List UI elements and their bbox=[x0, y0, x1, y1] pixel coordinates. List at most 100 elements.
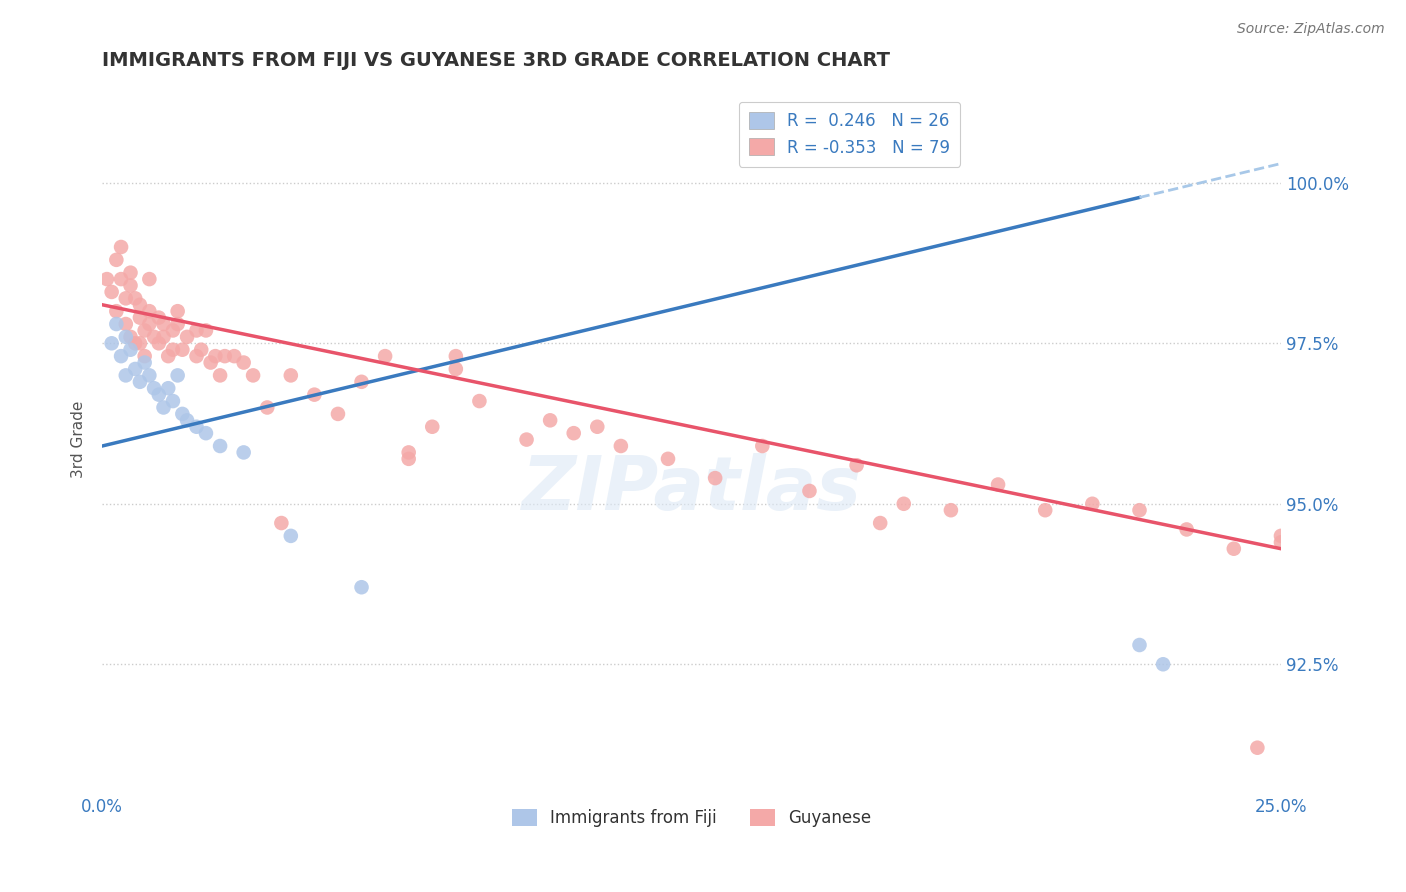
Point bbox=[138, 272, 160, 286]
Point bbox=[987, 477, 1010, 491]
Point bbox=[96, 272, 118, 286]
Point bbox=[1152, 657, 1174, 672]
Point bbox=[124, 362, 146, 376]
Point bbox=[869, 516, 891, 530]
Point bbox=[1081, 497, 1104, 511]
Point bbox=[194, 426, 217, 441]
Point bbox=[1175, 523, 1198, 537]
Point bbox=[799, 483, 821, 498]
Legend: Immigrants from Fiji, Guyanese: Immigrants from Fiji, Guyanese bbox=[505, 802, 879, 834]
Point bbox=[224, 349, 246, 363]
Point bbox=[129, 298, 152, 312]
Point bbox=[114, 368, 136, 383]
Point bbox=[143, 330, 166, 344]
Y-axis label: 3rd Grade: 3rd Grade bbox=[72, 401, 86, 478]
Point bbox=[129, 310, 152, 325]
Point bbox=[152, 317, 174, 331]
Point bbox=[134, 355, 156, 369]
Point bbox=[1270, 535, 1292, 549]
Point bbox=[444, 349, 467, 363]
Point bbox=[114, 317, 136, 331]
Point bbox=[124, 291, 146, 305]
Point bbox=[657, 451, 679, 466]
Point bbox=[704, 471, 727, 485]
Point bbox=[166, 317, 188, 331]
Point bbox=[610, 439, 633, 453]
Point bbox=[157, 349, 180, 363]
Point bbox=[134, 323, 156, 337]
Point bbox=[280, 529, 302, 543]
Point bbox=[157, 381, 180, 395]
Point bbox=[190, 343, 212, 357]
Point bbox=[214, 349, 236, 363]
Point bbox=[1270, 529, 1292, 543]
Point bbox=[232, 445, 254, 459]
Point bbox=[468, 394, 491, 409]
Point bbox=[186, 349, 208, 363]
Point bbox=[398, 451, 420, 466]
Point bbox=[152, 401, 174, 415]
Point bbox=[152, 330, 174, 344]
Point bbox=[350, 580, 373, 594]
Point bbox=[110, 240, 132, 254]
Point bbox=[114, 291, 136, 305]
Point bbox=[204, 349, 226, 363]
Point bbox=[444, 362, 467, 376]
Point bbox=[586, 419, 609, 434]
Point bbox=[200, 355, 222, 369]
Point bbox=[148, 310, 170, 325]
Point bbox=[114, 330, 136, 344]
Point bbox=[148, 387, 170, 401]
Point bbox=[124, 336, 146, 351]
Point bbox=[138, 317, 160, 331]
Point bbox=[134, 349, 156, 363]
Point bbox=[280, 368, 302, 383]
Point bbox=[304, 387, 326, 401]
Point bbox=[751, 439, 773, 453]
Point bbox=[138, 304, 160, 318]
Point bbox=[143, 381, 166, 395]
Text: IMMIGRANTS FROM FIJI VS GUYANESE 3RD GRADE CORRELATION CHART: IMMIGRANTS FROM FIJI VS GUYANESE 3RD GRA… bbox=[103, 51, 890, 70]
Point bbox=[242, 368, 264, 383]
Point bbox=[420, 419, 443, 434]
Point bbox=[232, 355, 254, 369]
Point bbox=[562, 426, 585, 441]
Point bbox=[120, 278, 142, 293]
Point bbox=[538, 413, 561, 427]
Point bbox=[939, 503, 962, 517]
Point bbox=[1223, 541, 1246, 556]
Point bbox=[100, 336, 122, 351]
Point bbox=[172, 407, 194, 421]
Point bbox=[516, 433, 538, 447]
Point bbox=[172, 343, 194, 357]
Point bbox=[194, 323, 217, 337]
Point bbox=[209, 368, 232, 383]
Text: Source: ZipAtlas.com: Source: ZipAtlas.com bbox=[1237, 22, 1385, 37]
Point bbox=[1246, 740, 1268, 755]
Point bbox=[100, 285, 122, 299]
Point bbox=[120, 343, 142, 357]
Point bbox=[105, 304, 128, 318]
Text: ZIPatlas: ZIPatlas bbox=[522, 452, 862, 525]
Point bbox=[110, 272, 132, 286]
Point bbox=[105, 317, 128, 331]
Point bbox=[1128, 638, 1150, 652]
Point bbox=[162, 394, 184, 409]
Point bbox=[162, 343, 184, 357]
Point bbox=[176, 330, 198, 344]
Point bbox=[398, 445, 420, 459]
Point bbox=[186, 323, 208, 337]
Point bbox=[166, 368, 188, 383]
Point bbox=[350, 375, 373, 389]
Point bbox=[110, 349, 132, 363]
Point bbox=[326, 407, 349, 421]
Point bbox=[120, 266, 142, 280]
Point bbox=[138, 368, 160, 383]
Point bbox=[209, 439, 232, 453]
Point bbox=[129, 375, 152, 389]
Point bbox=[162, 323, 184, 337]
Point bbox=[120, 330, 142, 344]
Point bbox=[256, 401, 278, 415]
Point bbox=[374, 349, 396, 363]
Point bbox=[270, 516, 292, 530]
